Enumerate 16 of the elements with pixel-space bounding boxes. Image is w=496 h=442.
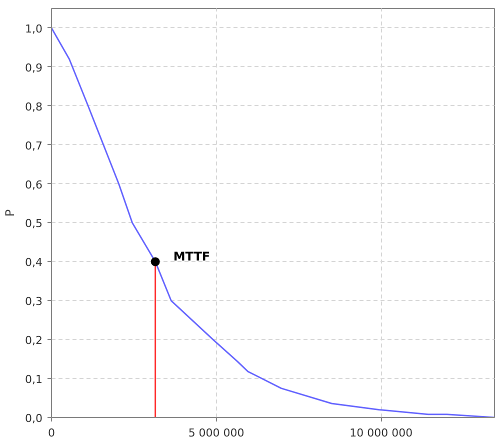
y-tick-label: 0,3 xyxy=(25,295,43,308)
y-tick-label: 0,0 xyxy=(25,412,43,425)
y-tick-label: 0,9 xyxy=(25,61,43,74)
annotation: MTTF xyxy=(173,250,210,264)
y-tick-label: 0,2 xyxy=(25,334,43,348)
y-tick-label: 1,0 xyxy=(25,22,43,36)
y-tick-label: 0,6 xyxy=(25,178,43,192)
x-tick-label: 10 000 000 xyxy=(350,426,413,440)
y-tick-label: 0,1 xyxy=(25,373,43,386)
y-tick-label: 0,4 xyxy=(25,256,43,270)
y-tick-label: 0,5 xyxy=(25,217,43,230)
y-tick-label: 0,8 xyxy=(25,100,43,114)
x-tick-label: 0 xyxy=(48,426,55,440)
y-axis-title: P xyxy=(3,209,18,217)
y-tick-label: 0,7 xyxy=(25,139,43,152)
x-tick-label: 5 000 000 xyxy=(188,426,244,440)
